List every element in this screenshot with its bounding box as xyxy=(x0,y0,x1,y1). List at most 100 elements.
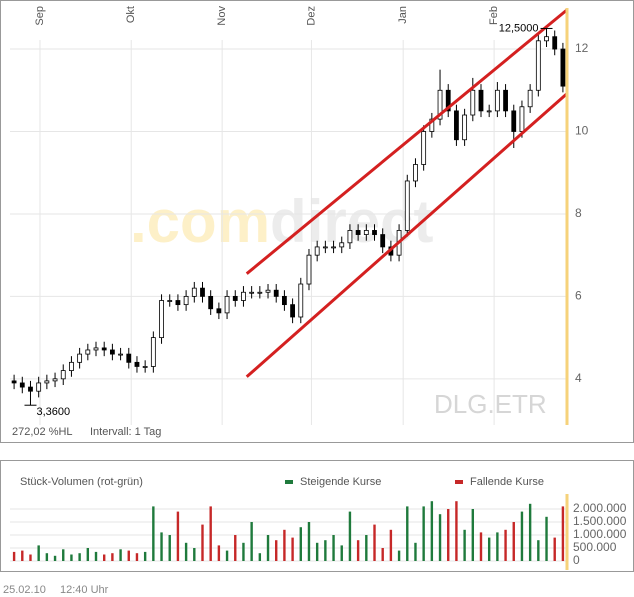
volume-bar xyxy=(438,514,442,561)
y-tick-label: 2.000.000 xyxy=(573,501,627,515)
volume-bar xyxy=(78,553,81,561)
volume-bar xyxy=(414,542,417,561)
price-panel xyxy=(0,0,634,443)
candle-body xyxy=(85,349,91,355)
legend-swatch xyxy=(285,480,293,484)
symbol: DLG.ETR xyxy=(434,389,547,419)
volume-bar xyxy=(299,527,302,561)
volume-bar xyxy=(430,501,434,561)
candle-body xyxy=(241,291,246,301)
candle-body xyxy=(470,89,476,116)
volume-bar xyxy=(397,550,401,561)
volume-bar xyxy=(234,535,237,561)
volume-bar xyxy=(184,542,188,561)
volume-bar xyxy=(225,550,229,561)
candle-body xyxy=(306,254,312,285)
candle-body xyxy=(511,110,517,132)
volume-bar xyxy=(266,535,270,561)
annotation-label: 3,3600 xyxy=(36,406,70,418)
volume-bar xyxy=(86,548,90,561)
legend-label: Fallende Kurse xyxy=(470,476,544,488)
candle-body xyxy=(380,234,386,248)
volume-bar xyxy=(315,542,319,561)
volume-bar xyxy=(135,553,139,561)
volume-bar xyxy=(209,506,212,561)
candle-body xyxy=(257,291,263,294)
candle-body xyxy=(52,378,58,382)
candle-body xyxy=(159,300,164,339)
volume-bar xyxy=(340,545,343,561)
candle-body xyxy=(126,353,132,363)
volume-bar xyxy=(504,529,507,561)
volume-bar xyxy=(201,524,204,561)
volume-bar xyxy=(70,554,73,561)
candle-body xyxy=(462,114,468,141)
y-tick-label: 1.000.000 xyxy=(573,527,627,541)
volume-bar xyxy=(21,550,24,561)
volume-bar xyxy=(111,553,114,561)
volume-bar xyxy=(143,551,147,561)
candle-body xyxy=(290,304,295,318)
volume-bar xyxy=(45,553,49,561)
volume-bar xyxy=(471,509,475,561)
y-tick-label: 1.500.000 xyxy=(573,514,627,528)
volume-bar xyxy=(528,503,532,561)
volume-bar xyxy=(422,506,425,561)
candle-body xyxy=(109,349,115,355)
volume-bar xyxy=(283,529,286,561)
candle-body xyxy=(544,36,549,42)
candle-body xyxy=(478,89,484,112)
watermark-a: .com xyxy=(130,188,270,255)
candle-body xyxy=(445,89,451,112)
candle-body xyxy=(142,366,148,368)
volume-bar xyxy=(561,506,565,561)
volume-bar xyxy=(479,532,483,561)
candle-body xyxy=(454,110,459,141)
volume-bar xyxy=(168,535,171,561)
hl-info: 272,02 %HL xyxy=(12,426,73,438)
candle-body xyxy=(527,89,533,108)
candle-body xyxy=(331,246,336,249)
candle-body xyxy=(314,246,320,256)
candle-body xyxy=(44,380,50,384)
candle-body xyxy=(28,386,33,392)
volume-bar xyxy=(447,509,450,561)
candle-body xyxy=(249,291,255,294)
volume-bar xyxy=(463,529,466,561)
candle-body xyxy=(77,353,83,363)
candle-body xyxy=(175,300,181,306)
x-tick-label: Feb xyxy=(488,6,500,25)
candle-body xyxy=(19,382,25,388)
x-tick-label: Jan xyxy=(397,6,409,24)
volume-bar xyxy=(62,549,65,561)
volume-bar xyxy=(176,511,180,561)
candle-body xyxy=(134,361,140,367)
volume-bar xyxy=(496,532,499,561)
volume-bar xyxy=(193,548,196,561)
candle-body xyxy=(437,89,443,120)
candle-body xyxy=(486,110,492,113)
candle-body xyxy=(200,287,205,297)
volume-bar xyxy=(12,551,16,561)
candle-body xyxy=(60,370,66,380)
volume-bar xyxy=(487,537,491,561)
annotation-label: 12,5000 xyxy=(499,22,539,34)
candle-body xyxy=(363,230,369,235)
x-tick-label: Sep xyxy=(34,6,46,26)
volume-bar xyxy=(356,540,360,561)
candle-body xyxy=(494,89,500,112)
volume-bar xyxy=(365,535,368,561)
y-tick-label: 10 xyxy=(575,124,589,138)
candle-body xyxy=(404,180,410,231)
volume-bar xyxy=(119,549,122,561)
candle-body xyxy=(503,89,508,112)
candle-body xyxy=(298,283,304,318)
volume-bar xyxy=(160,532,163,561)
candle-body xyxy=(69,361,74,371)
candle-body xyxy=(118,353,123,356)
candle-body xyxy=(552,36,558,50)
volume-bar xyxy=(275,540,278,561)
y-tick-label: 0 xyxy=(573,553,580,567)
y-tick-label: 4 xyxy=(575,371,582,385)
